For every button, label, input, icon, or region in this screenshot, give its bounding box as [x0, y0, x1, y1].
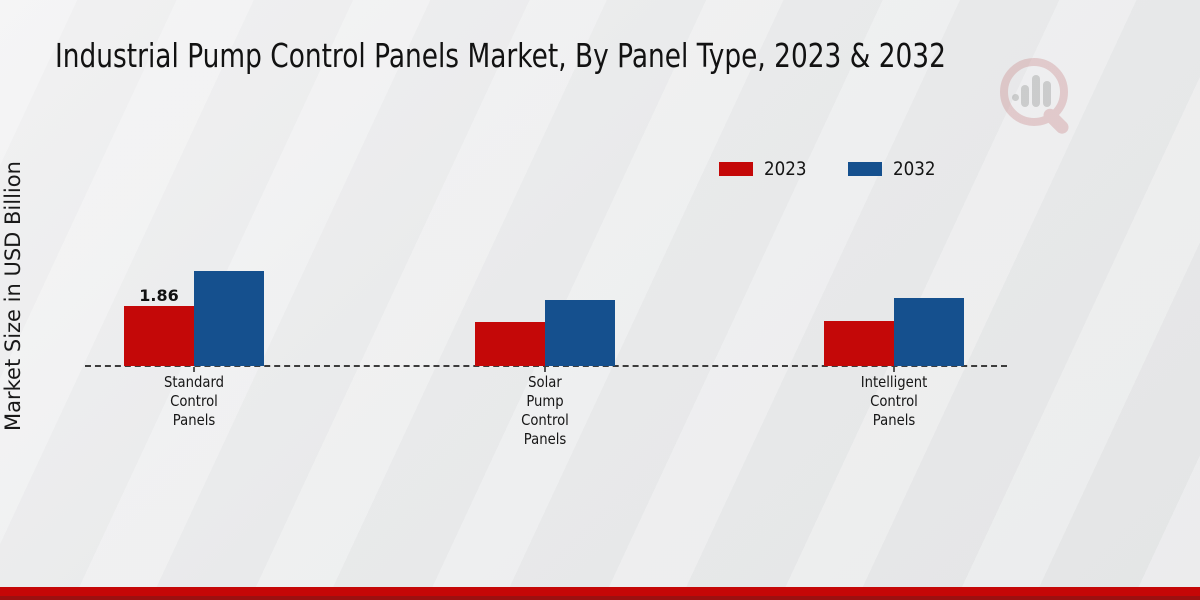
legend-swatch-icon — [848, 162, 883, 176]
chart-legend: 2023 2032 — [719, 158, 942, 180]
bar-2032-3 — [894, 298, 964, 366]
magnifier-bar-chart-logo-icon — [1000, 58, 1082, 138]
watermark-chart-dot — [1012, 94, 1019, 101]
watermark-chart-bar — [1021, 85, 1029, 107]
bar-2032-1 — [194, 271, 264, 366]
x-tick-label: Intelligent Control Panels — [860, 373, 928, 429]
bar-2023-2 — [475, 322, 545, 366]
legend-item-2032: 2032 — [848, 158, 941, 180]
magnifier-ring-icon — [1000, 58, 1068, 126]
legend-label: 2032 — [893, 158, 936, 180]
legend-swatch-icon — [719, 162, 753, 176]
y-axis-label: Market Size in USD Billion — [1, 161, 25, 431]
watermark-chart-bar — [1032, 75, 1040, 107]
legend-item-2023: 2023 — [719, 158, 812, 180]
x-tick-label: Standard Control Panels — [163, 373, 225, 429]
footer-red-band — [0, 587, 1200, 600]
legend-label: 2023 — [764, 158, 807, 180]
bar-value-label: 1.86 — [139, 286, 179, 305]
x-axis-tick — [893, 367, 895, 372]
bar-2023-3 — [824, 321, 894, 366]
x-axis-baseline — [85, 365, 1007, 367]
chart-title: Industrial Pump Control Panels Market, B… — [55, 36, 946, 75]
x-axis-tick — [544, 367, 546, 372]
bar-2032-2 — [545, 300, 615, 366]
bar-2023-1 — [124, 306, 194, 366]
watermark-chart-bar — [1043, 81, 1051, 107]
x-axis-tick — [193, 367, 195, 372]
x-tick-label: Solar Pump Control Panels — [521, 373, 569, 448]
